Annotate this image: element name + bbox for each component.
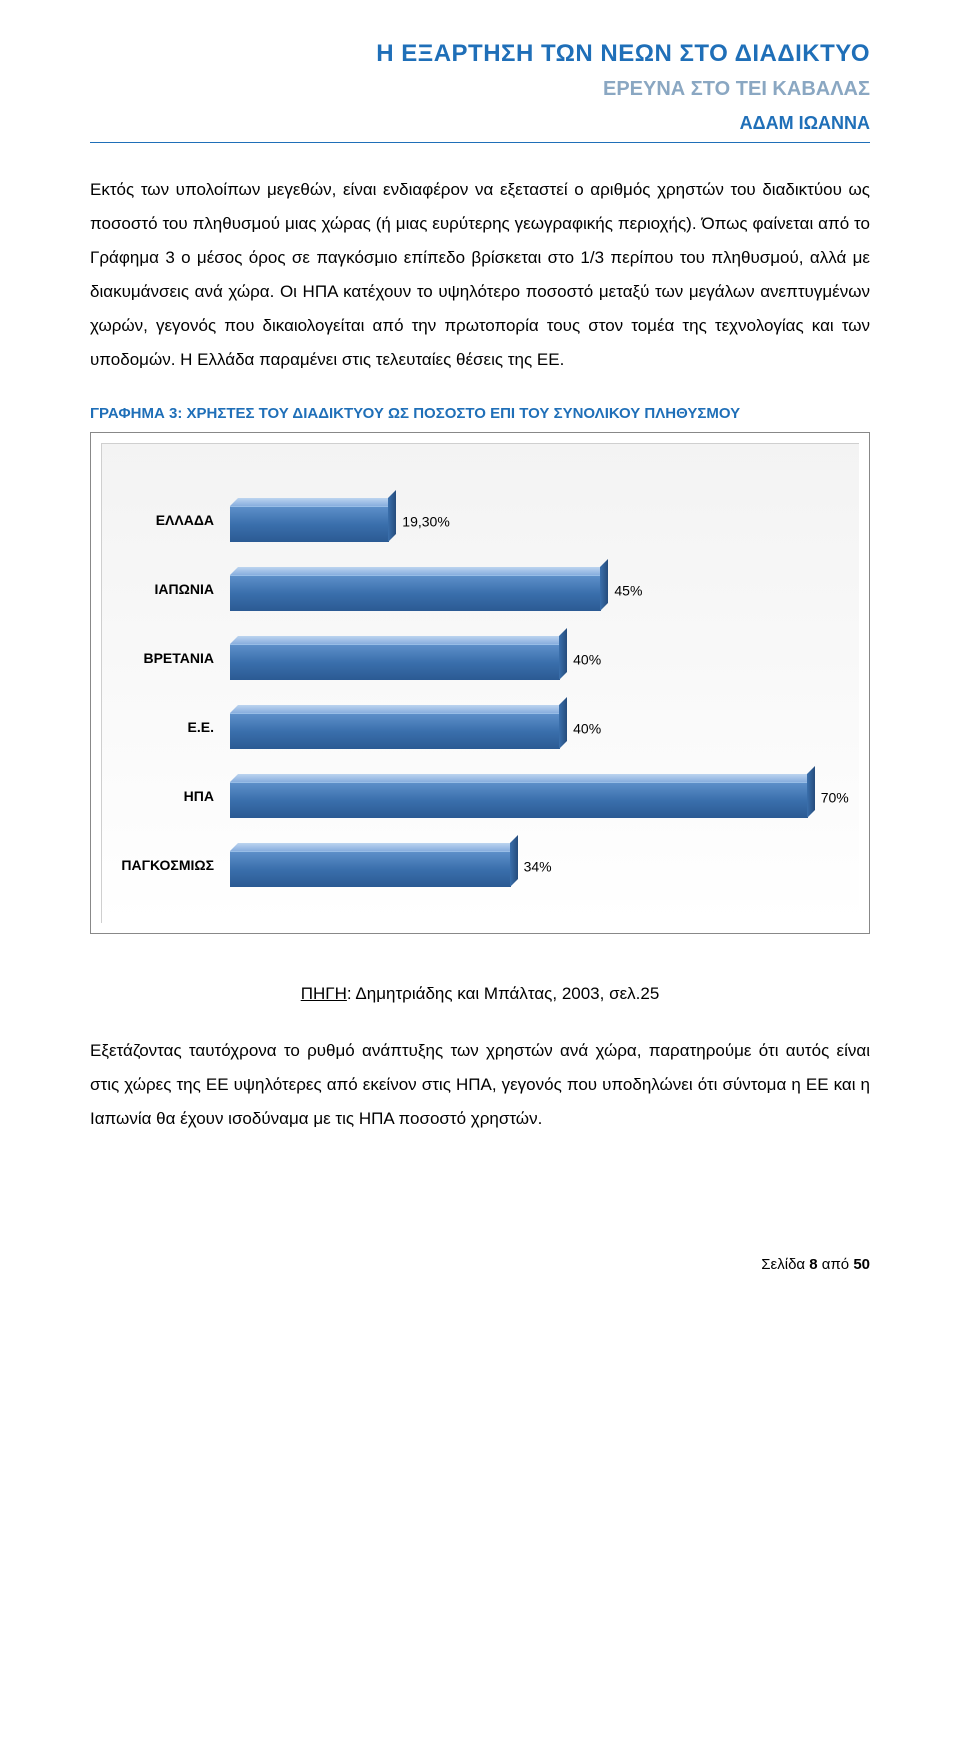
- chart-bar-front-face: [230, 644, 559, 680]
- chart-bar-side-face: [600, 559, 608, 611]
- chart-source: ΠΗΓΗ: Δημητριάδης και Μπάλτας, 2003, σελ…: [90, 984, 870, 1004]
- source-text: : Δημητριάδης και Μπάλτας, 2003, σελ.25: [347, 984, 659, 1003]
- paragraph-2: Εξετάζοντας ταυτόχρονα το ρυθμό ανάπτυξη…: [90, 1034, 870, 1136]
- chart-bar-value: 19,30%: [402, 514, 449, 530]
- doc-title: Η ΕΞΑΡΤΗΣΗ ΤΩΝ ΝΕΩΝ ΣΤΟ ΔΙΑΔΙΚΤΥΟ: [90, 40, 870, 68]
- chart-bar-wrap: 34%: [230, 843, 849, 887]
- chart-bar: 40%: [230, 636, 560, 680]
- footer-total: 50: [853, 1256, 870, 1273]
- chart-bar-front-face: [230, 575, 600, 611]
- chart-bar-wrap: 45%: [230, 567, 849, 611]
- chart-bar: 34%: [230, 843, 511, 887]
- footer-page: 8: [809, 1256, 817, 1273]
- chart-bar-top-face: [230, 498, 396, 506]
- chart-bar-wrap: 40%: [230, 705, 849, 749]
- chart-category-label: ΕΛΛΑΔΑ: [102, 512, 222, 528]
- chart-bar: 40%: [230, 705, 560, 749]
- doc-subtitle: ΕΡΕΥΝΑ ΣΤΟ ΤΕΙ ΚΑΒΑΛΑΣ: [90, 78, 870, 101]
- chart-bar-value: 70%: [821, 790, 849, 806]
- doc-author: ΑΔΑΜ ΙΩΑΝΝΑ: [90, 113, 870, 138]
- chart-bar-front-face: [230, 782, 807, 818]
- footer-prefix: Σελίδα: [761, 1256, 809, 1273]
- chart-bar-top-face: [230, 843, 518, 851]
- page-footer: Σελίδα 8 από 50: [90, 1256, 870, 1273]
- chart-bar-top-face: [230, 567, 608, 575]
- chart-bar-front-face: [230, 851, 510, 887]
- chart-bar-side-face: [559, 628, 567, 680]
- chart-bar-row: ΗΠΑ 70%: [102, 774, 859, 818]
- chart-bar-front-face: [230, 713, 559, 749]
- page-header: Η ΕΞΑΡΤΗΣΗ ΤΩΝ ΝΕΩΝ ΣΤΟ ΔΙΑΔΙΚΤΥΟ ΕΡΕΥΝΑ…: [90, 40, 870, 143]
- chart-bar-row: ΙΑΠΩΝΙΑ 45%: [102, 567, 859, 611]
- chart-bar-row: ΒΡΕΤΑΝΙΑ 40%: [102, 636, 859, 680]
- chart-bar-side-face: [807, 766, 815, 818]
- paragraph-1: Εκτός των υπολοίπων μεγεθών, είναι ενδια…: [90, 173, 870, 377]
- source-label: ΠΗΓΗ: [301, 984, 347, 1003]
- chart-bar-side-face: [510, 835, 518, 887]
- header-rule: [90, 142, 870, 143]
- chart-bar-row: ΕΛΛΑΔΑ 19,30%: [102, 498, 859, 542]
- chart-panel: ΕΛΛΑΔΑ 19,30% ΙΑΠΩΝΙΑ 45% ΒΡΕΤΑΝΙΑ 40% Ε.Ε. 40%…: [90, 432, 870, 934]
- chart-caption: ΓΡΑΦΗΜΑ 3: ΧΡΗΣΤΕΣ ΤΟΥ ΔΙΑΔΙΚΤΥΟΥ ΩΣ ΠΟΣ…: [90, 405, 870, 422]
- chart-bar: 19,30%: [230, 498, 389, 542]
- chart-bar-wrap: 40%: [230, 636, 849, 680]
- chart-category-label: ΗΠΑ: [102, 788, 222, 804]
- chart-bar-wrap: 19,30%: [230, 498, 849, 542]
- chart-category-label: ΠΑΓΚΟΣΜΙΩΣ: [102, 857, 222, 873]
- chart-category-label: ΒΡΕΤΑΝΙΑ: [102, 650, 222, 666]
- chart-bar-top-face: [230, 774, 815, 782]
- footer-middle: από: [818, 1256, 854, 1273]
- chart-bar-side-face: [559, 697, 567, 749]
- chart-bar-row: ΠΑΓΚΟΣΜΙΩΣ 34%: [102, 843, 859, 887]
- chart-bar-value: 40%: [573, 652, 601, 668]
- chart-bar-side-face: [388, 490, 396, 542]
- chart-bar-top-face: [230, 705, 567, 713]
- chart-plot-area: ΕΛΛΑΔΑ 19,30% ΙΑΠΩΝΙΑ 45% ΒΡΕΤΑΝΙΑ 40% Ε.Ε. 40%…: [101, 443, 859, 923]
- chart-bar-row: Ε.Ε. 40%: [102, 705, 859, 749]
- chart-bar: 70%: [230, 774, 808, 818]
- chart-category-label: ΙΑΠΩΝΙΑ: [102, 581, 222, 597]
- chart-bar-value: 45%: [614, 583, 642, 599]
- chart-category-label: Ε.Ε.: [102, 719, 222, 735]
- chart-bar: 45%: [230, 567, 601, 611]
- chart-bar-top-face: [230, 636, 567, 644]
- chart-bar-value: 34%: [524, 859, 552, 875]
- chart-bar-value: 40%: [573, 721, 601, 737]
- chart-bar-front-face: [230, 506, 388, 542]
- chart-bar-wrap: 70%: [230, 774, 849, 818]
